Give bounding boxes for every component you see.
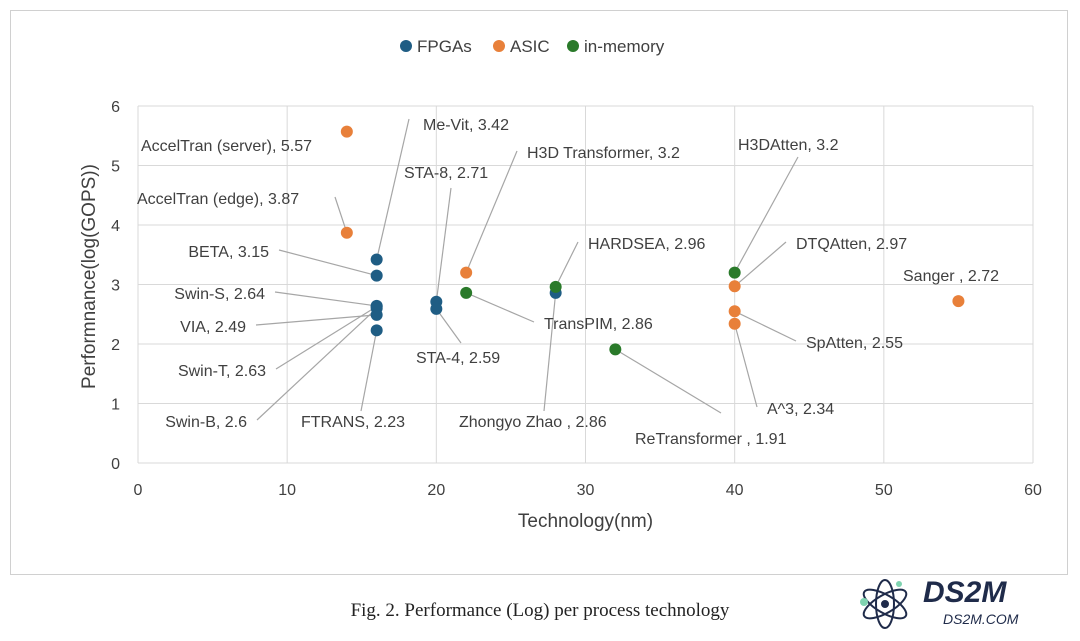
x-tick-label: 10 <box>278 482 296 499</box>
leader-line <box>377 119 409 260</box>
data-label: HARDSEA, 2.96 <box>588 236 705 253</box>
y-tick-label: 2 <box>111 337 120 354</box>
leader-line <box>735 157 798 273</box>
x-tick-label: 50 <box>875 482 893 499</box>
data-label: ReTransformer , 1.91 <box>635 431 787 448</box>
data-label: BETA, 3.15 <box>188 244 269 261</box>
data-label: VIA, 2.49 <box>180 319 246 336</box>
data-label: H3D Transformer, 3.2 <box>527 145 680 162</box>
data-label: TransPIM, 2.86 <box>544 316 653 333</box>
data-point-fpgas <box>430 303 442 315</box>
data-label: FTRANS, 2.23 <box>301 414 405 431</box>
data-label: AccelTran (edge), 3.87 <box>137 191 299 208</box>
y-tick-label: 3 <box>111 278 120 295</box>
data-point-fpgas <box>371 270 383 282</box>
data-point-asic <box>341 227 353 239</box>
data-point-asic <box>952 295 964 307</box>
atom-icon <box>860 580 911 628</box>
data-point-in-memory <box>550 281 562 293</box>
legend-marker-fpgas <box>400 40 412 52</box>
leader-line <box>361 330 377 411</box>
data-label: DTQAtten, 2.97 <box>796 236 907 253</box>
x-tick-label: 20 <box>427 482 445 499</box>
y-tick-label: 6 <box>111 99 120 116</box>
leader-line <box>275 292 377 306</box>
leader-line <box>544 293 556 411</box>
data-label: A^3, 2.34 <box>767 401 834 418</box>
y-tick-label: 1 <box>111 397 120 414</box>
data-label: AccelTran (server), 5.57 <box>141 138 312 155</box>
data-label: H3DAtten, 3.2 <box>738 137 839 154</box>
data-label: STA-8, 2.71 <box>404 165 488 182</box>
leader-line <box>436 309 461 343</box>
data-point-in-memory <box>460 287 472 299</box>
y-tick-label: 4 <box>111 218 120 235</box>
x-tick-label: 40 <box>726 482 744 499</box>
x-tick-label: 0 <box>134 482 143 499</box>
data-point-asic <box>729 318 741 330</box>
x-tick-label: 60 <box>1024 482 1042 499</box>
data-point-asic <box>341 126 353 138</box>
x-tick-label: 30 <box>577 482 595 499</box>
data-point-in-memory <box>609 343 621 355</box>
leader-line <box>279 250 377 276</box>
legend-label-in-memory: in-memory <box>584 37 665 56</box>
x-axis-label: Technology(nm) <box>518 511 653 532</box>
leader-line <box>735 242 786 286</box>
data-label: Sanger , 2.72 <box>903 268 999 285</box>
data-point-fpgas <box>371 309 383 321</box>
watermark-subtitle: DS2M.COM <box>943 611 1019 627</box>
data-point-fpgas <box>371 324 383 336</box>
leader-line <box>256 315 377 325</box>
data-label: Me-Vit, 3.42 <box>423 117 509 134</box>
leader-line <box>735 324 757 407</box>
leader-line <box>735 311 796 341</box>
legend-marker-asic <box>493 40 505 52</box>
leader-line <box>466 293 534 322</box>
data-label: SpAtten, 2.55 <box>806 335 903 352</box>
data-label: STA-4, 2.59 <box>416 350 500 367</box>
data-label: Swin-B, 2.6 <box>165 414 247 431</box>
y-tick-label: 0 <box>111 456 120 473</box>
data-label: Zhongyo Zhao , 2.86 <box>459 414 607 431</box>
legend-label-fpgas: FPGAs <box>417 37 472 56</box>
data-point-fpgas <box>371 254 383 266</box>
watermark-title: DS2M <box>923 576 1007 609</box>
data-label: Swin-S, 2.64 <box>174 286 265 303</box>
y-tick-label: 5 <box>111 159 120 176</box>
data-point-asic <box>729 305 741 317</box>
data-point-asic <box>460 267 472 279</box>
data-label: Swin-T, 2.63 <box>178 363 266 380</box>
legend-marker-in-memory <box>567 40 579 52</box>
legend-label-asic: ASIC <box>510 37 550 56</box>
data-point-asic <box>729 280 741 292</box>
leader-line <box>556 242 578 287</box>
watermark-logo: DS2M DS2M.COM <box>855 572 1075 636</box>
y-axis-label: Performnance(log(GOPS)) <box>79 164 100 389</box>
data-point-in-memory <box>729 267 741 279</box>
